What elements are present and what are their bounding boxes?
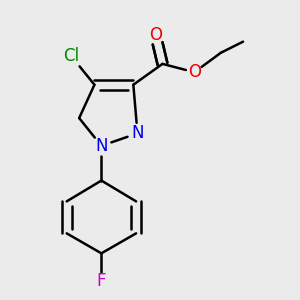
Text: O: O	[188, 63, 201, 81]
Text: N: N	[95, 137, 108, 155]
Text: Cl: Cl	[63, 46, 79, 64]
Text: O: O	[149, 26, 162, 44]
Text: N: N	[131, 124, 144, 142]
Text: F: F	[97, 272, 106, 290]
